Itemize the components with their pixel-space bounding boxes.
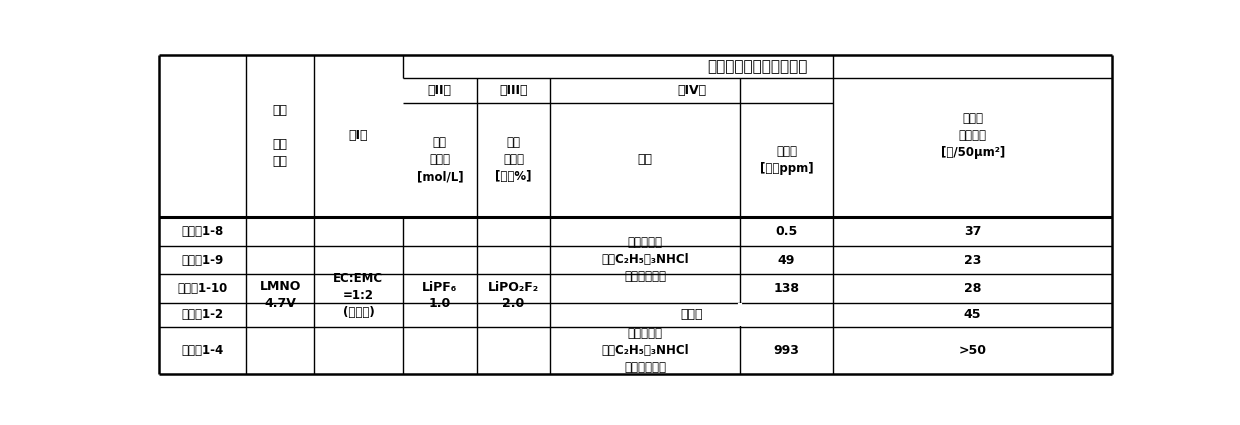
Text: LiPF₆: LiPF₆ bbox=[422, 281, 458, 294]
Text: 种类
添加量
[mol/L]: 种类 添加量 [mol/L] bbox=[417, 136, 463, 183]
Text: 45: 45 bbox=[963, 308, 981, 321]
Text: （IV）: （IV） bbox=[677, 84, 707, 97]
Text: （I）: （I） bbox=[348, 129, 368, 142]
Text: 集电体
的点蚀痕
[个/50μm²]: 集电体 的点蚀痕 [个/50μm²] bbox=[940, 112, 1004, 159]
Text: 比较例1-4: 比较例1-4 bbox=[181, 344, 223, 357]
Text: 2.0: 2.0 bbox=[502, 297, 525, 310]
Text: （III）: （III） bbox=[500, 84, 528, 97]
Text: 氯化物离子
（（C₂H₅）₃NHCl
电离而生成）: 氯化物离子 （（C₂H₅）₃NHCl 电离而生成） bbox=[601, 327, 689, 374]
Text: LiPO₂F₂: LiPO₂F₂ bbox=[487, 281, 539, 294]
Text: 0.5: 0.5 bbox=[775, 225, 797, 238]
Text: 氯化物离子
（（C₂H₅）₃NHCl
电离而生成）: 氯化物离子 （（C₂H₅）₃NHCl 电离而生成） bbox=[601, 236, 689, 283]
Text: LMNO
4.7V: LMNO 4.7V bbox=[259, 280, 301, 311]
Text: 993: 993 bbox=[774, 344, 800, 357]
Text: 23: 23 bbox=[963, 254, 981, 266]
Text: 1.0: 1.0 bbox=[429, 297, 451, 310]
Text: 实施例1-9: 实施例1-9 bbox=[181, 254, 223, 266]
Text: 种类: 种类 bbox=[637, 153, 652, 166]
Text: 49: 49 bbox=[777, 254, 795, 266]
Text: 37: 37 bbox=[963, 225, 981, 238]
Text: 添加量
[质量ppm]: 添加量 [质量ppm] bbox=[760, 144, 813, 175]
Text: 138: 138 bbox=[774, 282, 800, 295]
Text: 种类
添加量
[质量%]: 种类 添加量 [质量%] bbox=[495, 136, 532, 183]
Text: 无添加: 无添加 bbox=[681, 308, 703, 321]
Text: 比较例1-2: 比较例1-2 bbox=[181, 308, 223, 321]
Text: 正极

充电
电位: 正极 充电 电位 bbox=[273, 104, 288, 168]
Text: 非水电解液电池用电解液: 非水电解液电池用电解液 bbox=[707, 59, 807, 74]
Text: >50: >50 bbox=[959, 344, 987, 357]
Text: 实施例1-8: 实施例1-8 bbox=[181, 225, 223, 238]
Text: 28: 28 bbox=[963, 282, 981, 295]
Text: 实施例1-10: 实施例1-10 bbox=[177, 282, 228, 295]
Text: （II）: （II） bbox=[428, 84, 451, 97]
Text: EC:EMC
=1:2
(体积比): EC:EMC =1:2 (体积比) bbox=[334, 272, 383, 319]
